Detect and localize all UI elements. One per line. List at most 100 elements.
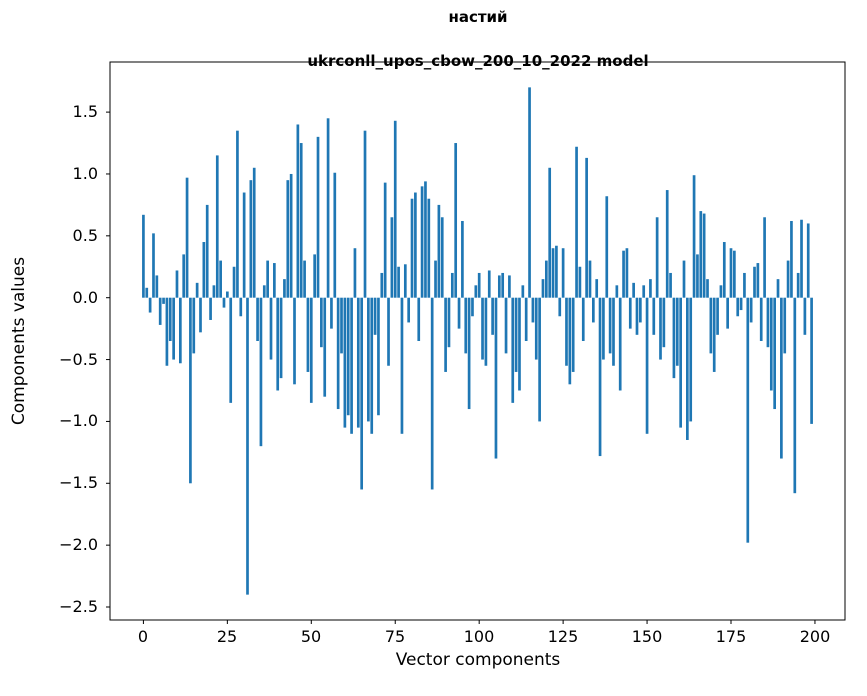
- bar: [796, 272, 800, 298]
- bar: [753, 266, 756, 298]
- bar: [182, 254, 186, 298]
- bar: [383, 182, 387, 298]
- bar: [749, 297, 753, 323]
- bar: [400, 297, 404, 434]
- bar: [467, 297, 471, 410]
- bar: [729, 248, 733, 298]
- bar: [494, 297, 498, 459]
- bar: [497, 275, 501, 298]
- bar: [430, 297, 434, 490]
- bar: [303, 260, 306, 298]
- bar: [155, 275, 159, 298]
- y-tick-label: −0.5: [59, 350, 98, 369]
- bar: [618, 297, 622, 391]
- bar: [370, 297, 374, 434]
- bar: [222, 297, 226, 308]
- bar: [363, 130, 367, 298]
- bar: [481, 297, 484, 360]
- bar: [575, 146, 578, 298]
- axes-box: [109, 61, 846, 621]
- bar: [544, 260, 548, 298]
- bar: [306, 297, 310, 372]
- bar: [447, 297, 451, 348]
- bar: [236, 130, 239, 298]
- bar: [786, 260, 790, 298]
- bar: [192, 297, 196, 354]
- bar: [457, 297, 461, 329]
- bar: [551, 248, 555, 298]
- bar: [511, 297, 515, 403]
- bar: [756, 263, 760, 298]
- bar: [759, 297, 763, 341]
- bar: [628, 297, 632, 329]
- bar: [719, 285, 723, 298]
- bar: [487, 270, 491, 298]
- bar: [380, 272, 384, 298]
- bar: [373, 297, 377, 335]
- bar: [350, 297, 353, 434]
- bar: [367, 297, 370, 422]
- bar: [763, 217, 766, 298]
- bar: [185, 177, 189, 298]
- bar: [215, 155, 219, 298]
- bar: [356, 297, 360, 428]
- bar: [783, 297, 787, 354]
- bar: [289, 173, 293, 298]
- bar: [471, 297, 474, 317]
- x-tick-label: 50: [300, 627, 322, 646]
- bar: [256, 297, 259, 341]
- bar: [440, 217, 444, 298]
- bar: [239, 297, 243, 317]
- bar: [152, 233, 155, 298]
- bar: [800, 219, 803, 298]
- bar: [588, 260, 592, 298]
- bar: [672, 297, 676, 379]
- bar: [279, 297, 283, 379]
- bar: [662, 297, 666, 348]
- bar: [296, 124, 300, 298]
- bar: [212, 285, 216, 298]
- bar: [450, 272, 454, 298]
- bar: [407, 297, 411, 323]
- bar: [283, 279, 286, 298]
- bar: [501, 272, 505, 298]
- bar: [424, 181, 427, 298]
- x-tick-label: 75: [384, 627, 406, 646]
- bar: [642, 285, 646, 298]
- bar: [262, 285, 266, 298]
- bar: [444, 297, 447, 372]
- bar: [548, 167, 552, 298]
- x-tick-label: 125: [547, 627, 579, 646]
- y-tick-label: 0.0: [72, 288, 98, 307]
- bar: [598, 297, 602, 457]
- bar: [313, 254, 316, 298]
- y-tick-label: −2.5: [59, 597, 98, 616]
- bar: [712, 297, 716, 372]
- bar: [608, 297, 612, 354]
- bar: [175, 270, 179, 298]
- bar: [474, 285, 478, 298]
- bar: [743, 272, 746, 298]
- y-axis-label: Components values: [9, 256, 29, 426]
- bar: [454, 143, 458, 298]
- bar: [806, 223, 810, 298]
- bar: [403, 264, 407, 298]
- bar: [706, 279, 709, 298]
- bar: [790, 220, 793, 298]
- bar: [508, 275, 511, 298]
- bar: [397, 266, 400, 298]
- bar: [585, 157, 588, 298]
- bar: [736, 297, 740, 317]
- bar: [625, 248, 629, 298]
- bar: [276, 297, 280, 391]
- bar: [769, 297, 773, 391]
- bar: [360, 297, 364, 490]
- bar: [293, 297, 296, 385]
- bar: [226, 291, 229, 298]
- bar: [377, 297, 380, 416]
- bar: [595, 279, 599, 298]
- bar: [434, 260, 437, 298]
- bar: [531, 297, 535, 323]
- x-axis-label: Vector components: [395, 650, 561, 670]
